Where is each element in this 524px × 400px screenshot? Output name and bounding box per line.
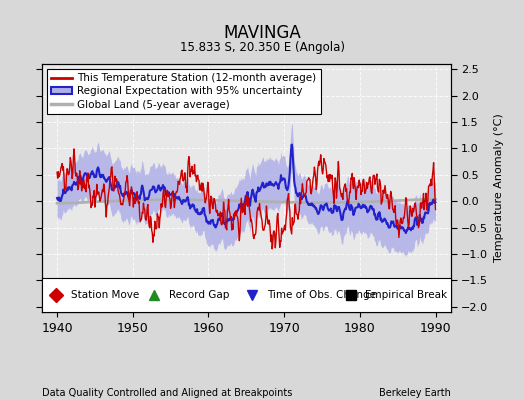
Legend: This Temperature Station (12-month average), Regional Expectation with 95% uncer: This Temperature Station (12-month avera… (47, 69, 321, 114)
Text: Time of Obs. Change: Time of Obs. Change (267, 290, 376, 300)
Text: Data Quality Controlled and Aligned at Breakpoints: Data Quality Controlled and Aligned at B… (42, 388, 292, 398)
Y-axis label: Temperature Anomaly (°C): Temperature Anomaly (°C) (494, 114, 504, 262)
Text: Empirical Break: Empirical Break (365, 290, 447, 300)
Text: MAVINGA: MAVINGA (223, 24, 301, 42)
Text: Record Gap: Record Gap (169, 290, 229, 300)
Text: 15.833 S, 20.350 E (Angola): 15.833 S, 20.350 E (Angola) (180, 41, 344, 54)
Text: Berkeley Earth: Berkeley Earth (379, 388, 451, 398)
Text: Station Move: Station Move (71, 290, 139, 300)
